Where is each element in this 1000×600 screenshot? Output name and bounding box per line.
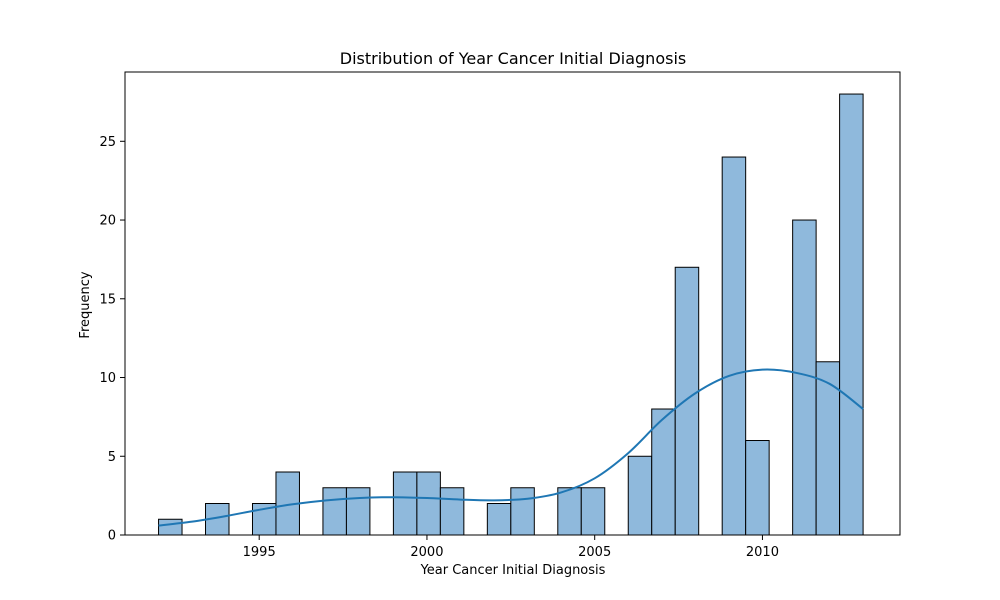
histogram-bars xyxy=(158,93,864,536)
histogram-bar xyxy=(510,487,535,536)
y-axis-label: Frequency xyxy=(78,271,93,338)
x-axis-label: Year Cancer Initial Diagnosis xyxy=(420,563,606,578)
histogram-bar xyxy=(158,518,183,536)
x-tick-label: 1995 xyxy=(243,545,276,560)
y-tick-label: 10 xyxy=(99,371,116,386)
x-tick-label: 2005 xyxy=(578,545,611,560)
y-axis-ticks: 0 5 10 15 20 25 xyxy=(99,135,125,544)
histogram-bar xyxy=(674,266,700,536)
histogram-bar xyxy=(627,455,653,536)
y-tick-label: 5 xyxy=(108,450,116,465)
histogram-bar xyxy=(416,471,441,536)
x-axis-ticks: 1995 2000 2005 2010 xyxy=(243,535,779,560)
plot-area-frame xyxy=(124,71,901,536)
histogram-bar xyxy=(745,440,770,536)
histogram-bar xyxy=(557,487,582,536)
histogram-bar xyxy=(721,156,747,536)
y-tick-label: 0 xyxy=(108,529,116,544)
chart-title: Distribution of Year Cancer Initial Diag… xyxy=(340,49,686,68)
x-tick-label: 2000 xyxy=(410,545,443,560)
histogram-bar xyxy=(439,487,465,536)
histogram-bar xyxy=(580,487,606,536)
histogram-bar xyxy=(345,487,371,536)
kde-curve xyxy=(158,368,864,527)
y-tick-label: 25 xyxy=(99,135,116,150)
histogram-bar xyxy=(486,503,512,536)
histogram-bar xyxy=(322,487,347,536)
histogram-bar xyxy=(392,471,418,536)
histogram-bar xyxy=(839,93,864,536)
x-tick-label: 2010 xyxy=(746,545,779,560)
histogram-bar xyxy=(651,408,676,536)
y-tick-label: 20 xyxy=(99,214,116,229)
y-tick-label: 15 xyxy=(99,292,116,307)
